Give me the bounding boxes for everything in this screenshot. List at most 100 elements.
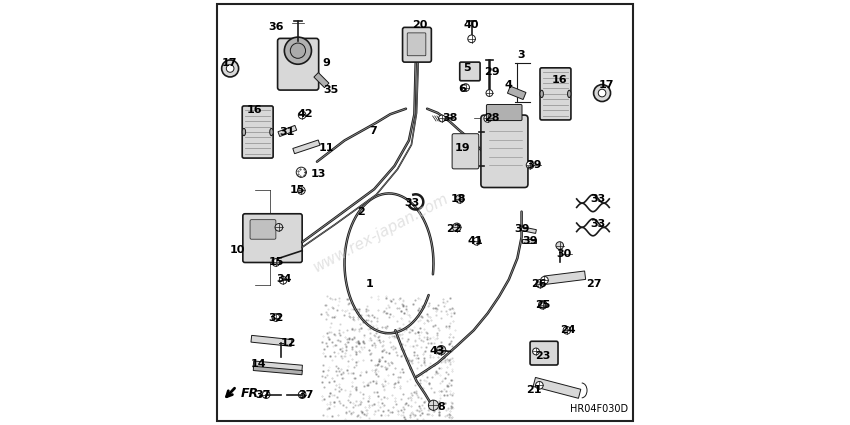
Polygon shape (292, 140, 320, 154)
Text: 15: 15 (289, 185, 305, 196)
Ellipse shape (540, 90, 543, 98)
Ellipse shape (568, 90, 571, 98)
Text: 22: 22 (446, 224, 462, 234)
FancyBboxPatch shape (250, 220, 276, 239)
Circle shape (598, 89, 606, 97)
Text: 17: 17 (598, 79, 614, 90)
Text: 35: 35 (323, 85, 338, 95)
Circle shape (291, 43, 305, 58)
FancyBboxPatch shape (460, 62, 480, 81)
Text: 1: 1 (366, 279, 373, 289)
Text: 18: 18 (450, 194, 466, 204)
FancyBboxPatch shape (452, 134, 479, 169)
Text: 7: 7 (370, 126, 377, 136)
Ellipse shape (242, 128, 246, 136)
Text: 25: 25 (536, 300, 551, 310)
Text: 39: 39 (526, 160, 542, 170)
Circle shape (298, 187, 305, 194)
FancyBboxPatch shape (242, 106, 273, 158)
Polygon shape (522, 239, 536, 243)
Circle shape (452, 223, 461, 232)
Text: 40: 40 (463, 20, 479, 30)
Text: 24: 24 (560, 325, 576, 335)
Circle shape (593, 85, 610, 102)
Polygon shape (314, 73, 329, 88)
Text: FR.: FR. (241, 387, 264, 400)
Text: www.rex-japan.com: www.rex-japan.com (310, 191, 450, 275)
Polygon shape (253, 361, 303, 371)
Circle shape (439, 115, 445, 122)
Circle shape (486, 90, 493, 96)
Circle shape (468, 35, 475, 42)
Circle shape (272, 314, 280, 321)
Text: 12: 12 (280, 338, 297, 348)
FancyBboxPatch shape (407, 33, 426, 56)
Text: 13: 13 (310, 169, 326, 178)
Text: 31: 31 (280, 127, 295, 137)
Circle shape (484, 115, 491, 122)
FancyBboxPatch shape (530, 341, 558, 365)
Circle shape (563, 326, 570, 334)
Circle shape (275, 224, 283, 231)
Circle shape (536, 279, 545, 288)
Text: 34: 34 (276, 275, 292, 284)
Text: 5: 5 (462, 62, 470, 73)
Text: 28: 28 (484, 113, 500, 123)
Polygon shape (544, 271, 586, 284)
Text: 37: 37 (256, 390, 271, 400)
Circle shape (436, 346, 445, 355)
Polygon shape (521, 227, 536, 233)
Circle shape (296, 167, 306, 177)
Text: 36: 36 (268, 22, 284, 32)
Circle shape (473, 238, 480, 245)
Text: 41: 41 (468, 236, 483, 246)
Text: 33: 33 (590, 219, 605, 230)
Circle shape (539, 300, 547, 309)
Circle shape (285, 37, 311, 64)
Circle shape (298, 391, 306, 399)
Circle shape (462, 84, 469, 91)
Polygon shape (533, 377, 581, 398)
Text: 16: 16 (246, 105, 263, 115)
Circle shape (298, 111, 306, 119)
Text: 37: 37 (298, 390, 314, 400)
Circle shape (263, 391, 270, 399)
Circle shape (428, 400, 439, 410)
Circle shape (556, 242, 564, 249)
Text: 27: 27 (586, 279, 601, 289)
Text: 20: 20 (412, 20, 428, 30)
Text: 19: 19 (455, 143, 470, 153)
Text: 14: 14 (251, 359, 267, 369)
FancyBboxPatch shape (481, 115, 528, 187)
Circle shape (536, 382, 543, 389)
Text: 15: 15 (269, 258, 284, 267)
Text: 17: 17 (222, 58, 237, 68)
Text: 26: 26 (530, 279, 547, 289)
Text: 39: 39 (522, 236, 538, 246)
Circle shape (222, 60, 239, 77)
Text: 32: 32 (269, 312, 284, 323)
Text: 38: 38 (442, 113, 457, 123)
FancyBboxPatch shape (243, 214, 302, 263)
FancyBboxPatch shape (278, 38, 319, 90)
FancyBboxPatch shape (403, 27, 431, 62)
Text: 33: 33 (404, 198, 419, 208)
Polygon shape (251, 335, 292, 346)
Polygon shape (278, 125, 297, 136)
FancyBboxPatch shape (486, 105, 522, 121)
Text: 16: 16 (552, 75, 568, 85)
Circle shape (272, 259, 280, 266)
Text: 4: 4 (505, 79, 513, 90)
Text: 21: 21 (526, 385, 542, 394)
Text: 43: 43 (429, 346, 445, 357)
Circle shape (541, 277, 548, 284)
Text: 39: 39 (514, 224, 530, 234)
Text: 29: 29 (484, 67, 500, 77)
Text: 33: 33 (590, 194, 605, 204)
FancyBboxPatch shape (540, 68, 571, 120)
Text: 30: 30 (556, 249, 571, 259)
Circle shape (226, 65, 234, 72)
Text: 9: 9 (323, 58, 331, 68)
Text: 3: 3 (518, 50, 525, 60)
Circle shape (533, 348, 540, 355)
